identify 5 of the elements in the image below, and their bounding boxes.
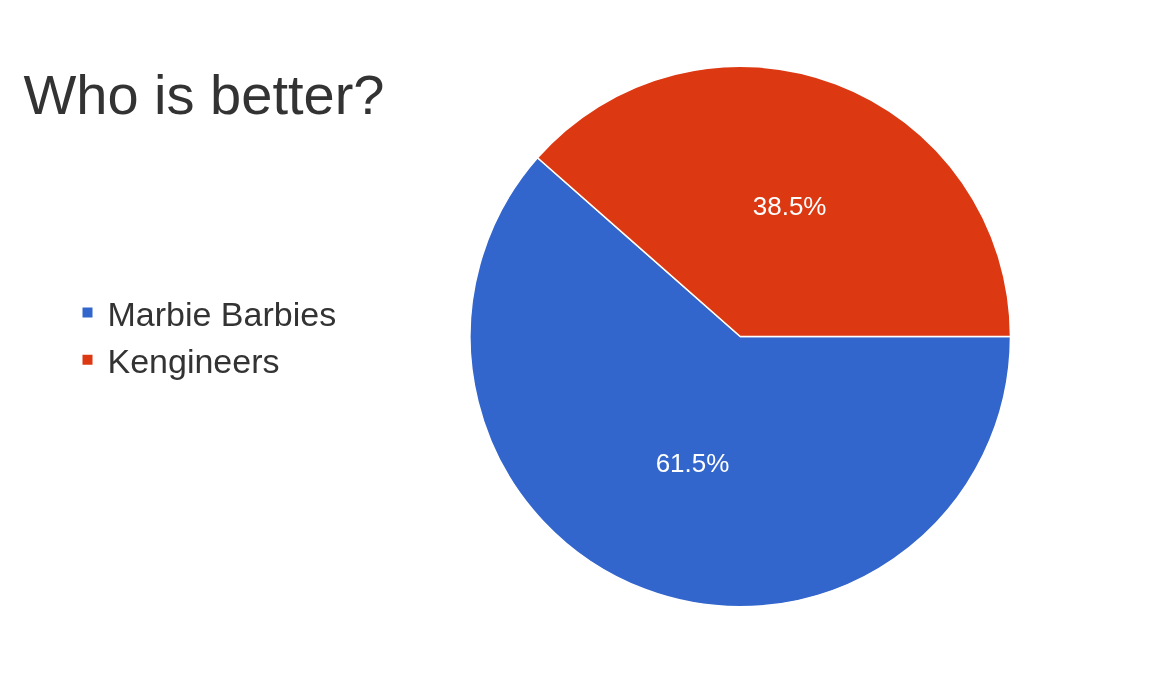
data-label: 61.5% [655,447,730,478]
data-label: 38.5% [752,190,827,221]
chart-title: Who is better? [23,62,385,126]
legend-label: Kengineers [107,342,280,381]
legend-label: Marbie Barbies [107,294,337,333]
